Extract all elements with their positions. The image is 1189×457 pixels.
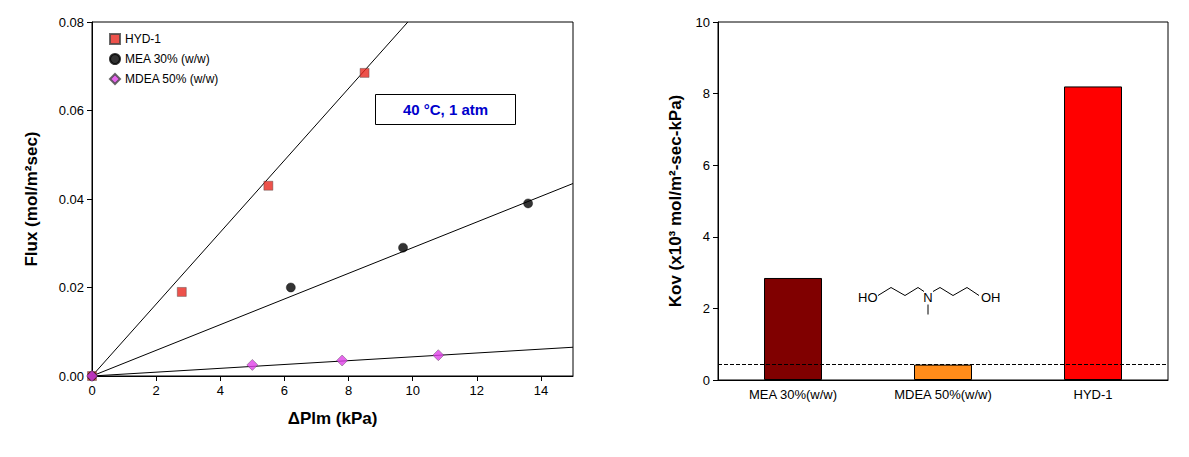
svg-text:6: 6 xyxy=(703,158,710,173)
svg-text:MDEA 50% (w/w): MDEA 50% (w/w) xyxy=(125,72,218,86)
svg-text:40 °C, 1 atm: 40 °C, 1 atm xyxy=(403,101,488,118)
svg-text:HYD-1: HYD-1 xyxy=(1073,387,1112,402)
svg-text:0.04: 0.04 xyxy=(59,192,84,207)
svg-text:MEA 30% (w/w): MEA 30% (w/w) xyxy=(125,52,210,66)
svg-text:HYD-1: HYD-1 xyxy=(125,32,161,46)
svg-text:2: 2 xyxy=(703,301,710,316)
svg-text:12: 12 xyxy=(470,383,484,398)
svg-text:10: 10 xyxy=(405,383,419,398)
svg-text:4: 4 xyxy=(703,229,710,244)
svg-text:10: 10 xyxy=(696,15,710,30)
svg-text:0.08: 0.08 xyxy=(59,15,84,30)
svg-text:4: 4 xyxy=(217,383,224,398)
svg-text:0.02: 0.02 xyxy=(59,280,84,295)
svg-text:OH: OH xyxy=(981,290,1001,305)
svg-text:0.06: 0.06 xyxy=(59,103,84,118)
svg-text:MDEA 50%(w/w): MDEA 50%(w/w) xyxy=(894,387,992,402)
svg-text:14: 14 xyxy=(534,383,548,398)
svg-text:Kov (x10³ mol/m²-sec-kPa): Kov (x10³ mol/m²-sec-kPa) xyxy=(666,95,685,308)
svg-text:0: 0 xyxy=(703,373,710,388)
svg-text:N: N xyxy=(923,290,932,305)
svg-text:8: 8 xyxy=(703,86,710,101)
svg-text:8: 8 xyxy=(345,383,352,398)
svg-text:2: 2 xyxy=(153,383,160,398)
svg-text:0.00: 0.00 xyxy=(59,369,84,384)
svg-text:0: 0 xyxy=(88,383,95,398)
svg-text:Flux (mol/m²sec): Flux (mol/m²sec) xyxy=(22,131,41,266)
svg-text:MEA 30%(w/w): MEA 30%(w/w) xyxy=(749,387,837,402)
svg-text:6: 6 xyxy=(281,383,288,398)
svg-text:ΔPlm (kPa): ΔPlm (kPa) xyxy=(288,409,378,428)
svg-text:HO: HO xyxy=(858,290,878,305)
